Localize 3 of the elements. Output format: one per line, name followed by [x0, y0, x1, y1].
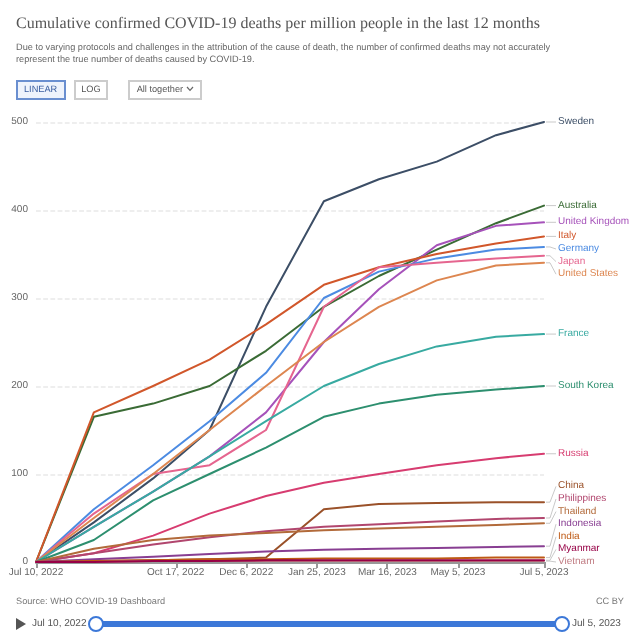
- chart-title: Cumulative confirmed COVID-19 deaths per million people in the last 12 months: [16, 14, 540, 32]
- line-series: [35, 333, 545, 563]
- line-series: [35, 385, 545, 563]
